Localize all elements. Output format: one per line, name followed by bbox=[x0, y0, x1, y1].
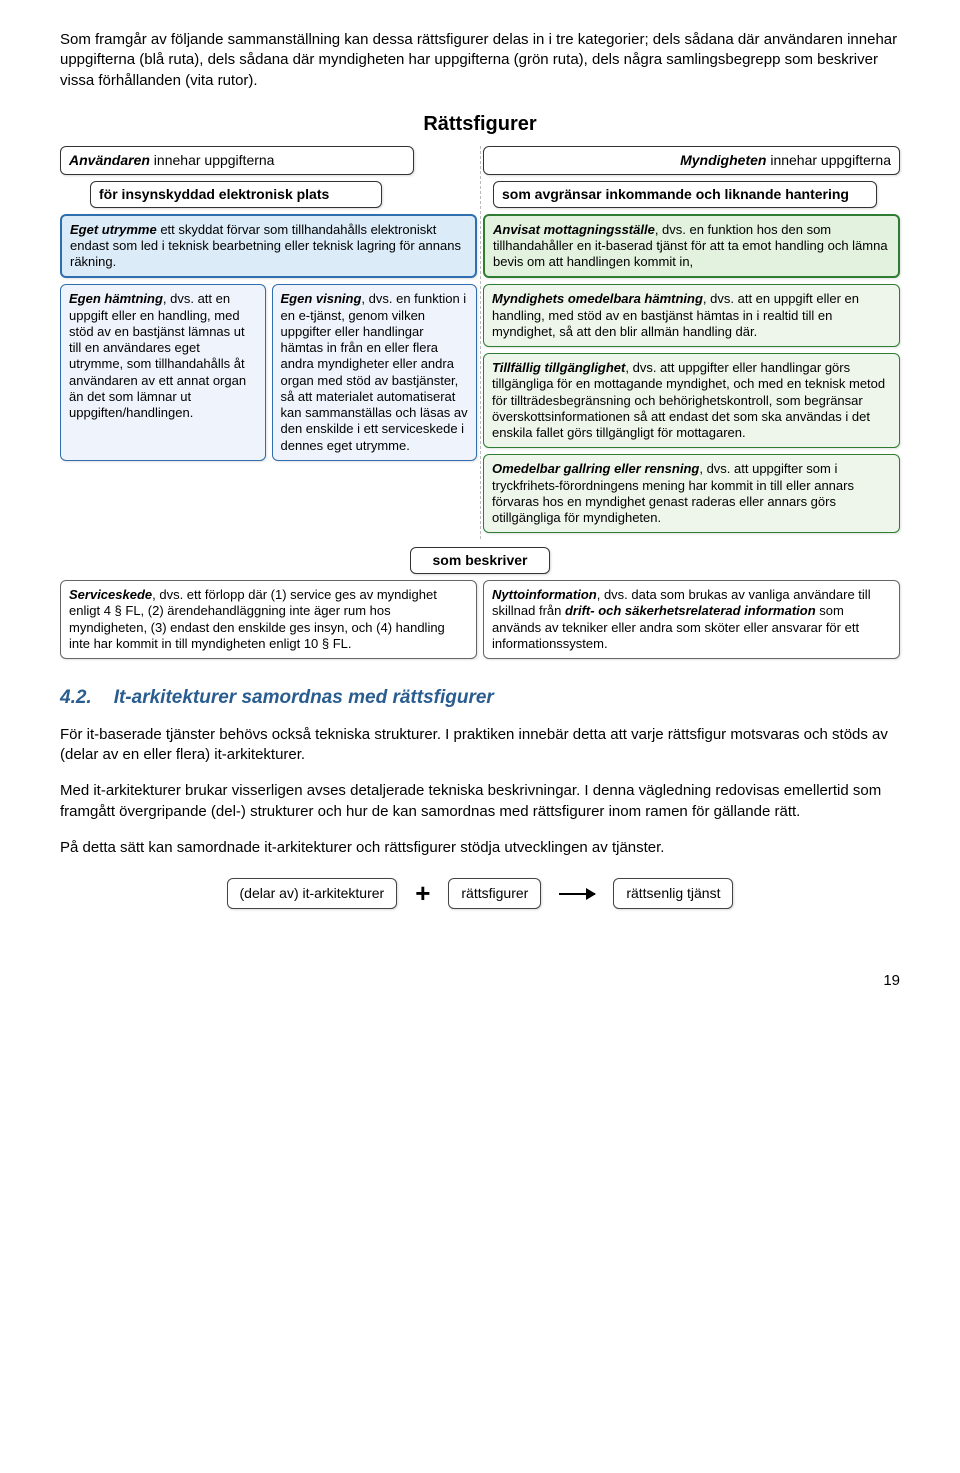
egen-hamtning-card: Egen hämtning, dvs. att en uppgift eller… bbox=[60, 284, 266, 461]
section-heading: 4.2. It-arkitekturer samordnas med rättsf… bbox=[60, 685, 900, 711]
right-subheader-text: som avgränsar inkommande och liknande ha… bbox=[502, 186, 849, 202]
arrow-icon bbox=[559, 893, 595, 895]
myndighets-hamtning-bold: Myndighets omedelbara hämtning bbox=[492, 291, 703, 306]
right-subheader: som avgränsar inkommande och liknande ha… bbox=[493, 181, 877, 208]
som-beskriver-box: som beskriver bbox=[410, 547, 550, 574]
myndighets-hamtning-card: Myndighets omedelbara hämtning, dvs. att… bbox=[483, 284, 900, 347]
egen-hamtning-bold: Egen hämtning bbox=[69, 291, 163, 306]
eget-utrymme-bold: Eget utrymme bbox=[70, 222, 157, 237]
left-column: Användaren innehar uppgifterna för insyn… bbox=[60, 146, 477, 540]
egen-hamtning-rest: , dvs. att en uppgift eller en handling,… bbox=[69, 291, 246, 420]
som-beskriver-text: som beskriver bbox=[433, 552, 528, 568]
eq-box-arkitekturer: (delar av) it-arkitekturer bbox=[227, 878, 398, 909]
tillfallig-card: Tillfällig tillgänglighet, dvs. att uppg… bbox=[483, 353, 900, 448]
tillfallig-bold: Tillfällig tillgänglighet bbox=[492, 360, 625, 375]
left-header-rest: innehar uppgifterna bbox=[150, 152, 275, 168]
gallring-card: Omedelbar gallring eller rensning, dvs. … bbox=[483, 454, 900, 533]
egen-visning-bold: Egen visning bbox=[281, 291, 362, 306]
diagram-title: Rättsfigurer bbox=[60, 111, 900, 138]
plus-icon: + bbox=[415, 876, 430, 911]
rattsfigurer-diagram: Rättsfigurer Användaren innehar uppgifte… bbox=[60, 111, 900, 659]
nytto-ibold: drift- och säkerhetsrelaterad informatio… bbox=[565, 603, 816, 618]
page-number: 19 bbox=[60, 971, 900, 991]
equation-row: (delar av) it-arkitekturer + rättsfigure… bbox=[60, 876, 900, 911]
section-title: It-arkitekturer samordnas med rättsfigur… bbox=[114, 687, 494, 708]
gallring-bold: Omedelbar gallring eller rensning bbox=[492, 461, 699, 476]
right-header: Myndigheten innehar uppgifterna bbox=[483, 146, 900, 175]
serviceskede-bold: Serviceskede bbox=[69, 587, 152, 602]
serviceskede-card: Serviceskede, dvs. ett förlopp där (1) s… bbox=[60, 580, 477, 659]
section-number: 4.2. bbox=[60, 687, 92, 708]
eq-box-rattsfigurer: rättsfigurer bbox=[448, 878, 541, 909]
left-subheader: för insynskyddad elektronisk plats bbox=[90, 181, 382, 208]
left-header: Användaren innehar uppgifterna bbox=[60, 146, 414, 175]
left-header-bold: Användaren bbox=[69, 152, 150, 168]
right-header-rest: innehar uppgifterna bbox=[766, 152, 891, 168]
egen-visning-card: Egen visning, dvs. en funktion i en e-tj… bbox=[272, 284, 478, 461]
anvisat-card: Anvisat mottagningsställe, dvs. en funkt… bbox=[483, 214, 900, 279]
right-header-bold: Myndigheten bbox=[680, 152, 766, 168]
section-p1: För it-baserade tjänster behövs också te… bbox=[60, 725, 900, 766]
anvisat-bold: Anvisat mottagningsställe bbox=[493, 222, 655, 237]
nyttoinformation-card: Nyttoinformation, dvs. data som brukas a… bbox=[483, 580, 900, 659]
eq-box-tjanst: rättsenlig tjänst bbox=[613, 878, 733, 909]
intro-paragraph: Som framgår av följande sammanställning … bbox=[60, 30, 900, 91]
section-p2: Med it-arkitekturer brukar visserligen a… bbox=[60, 781, 900, 822]
eget-utrymme-card: Eget utrymme ett skyddat förvar som till… bbox=[60, 214, 477, 279]
nytto-bold: Nyttoinformation bbox=[492, 587, 597, 602]
right-column: Myndigheten innehar uppgifterna som avgr… bbox=[483, 146, 900, 540]
section-p3: På detta sätt kan samordnade it-arkitekt… bbox=[60, 838, 900, 858]
egen-visning-rest: , dvs. en funktion i en e-tjänst, genom … bbox=[281, 291, 468, 452]
left-subheader-text: för insynskyddad elektronisk plats bbox=[99, 186, 329, 202]
